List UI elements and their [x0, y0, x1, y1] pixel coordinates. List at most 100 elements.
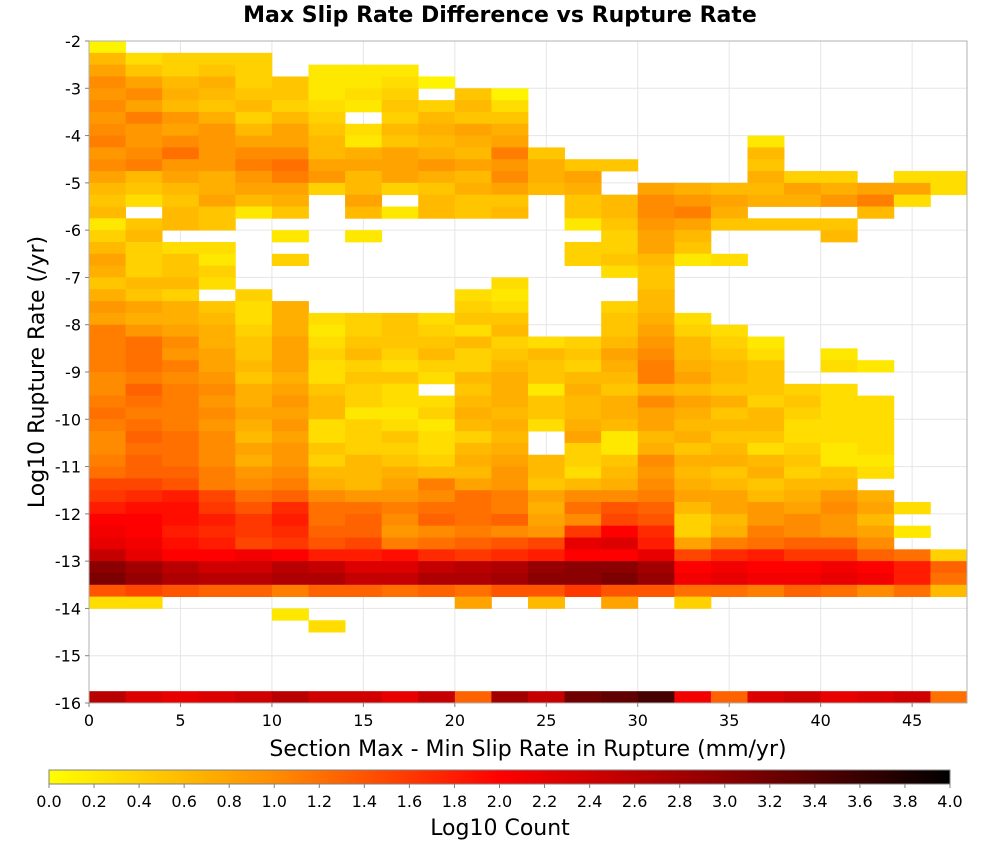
- heatmap-cell: [418, 513, 456, 527]
- colorbar-tick-label: 3.2: [757, 792, 782, 811]
- heatmap-cell: [235, 360, 273, 373]
- heatmap-cell: [528, 478, 565, 491]
- heatmap-cell: [491, 561, 529, 574]
- heatmap-cell: [674, 407, 712, 420]
- heatmap-cell: [418, 336, 456, 349]
- heatmap-cell: [271, 454, 309, 467]
- heatmap-cell: [198, 64, 236, 77]
- heatmap-cell: [491, 135, 529, 148]
- heatmap-cell: [198, 537, 236, 550]
- heatmap-cell: [162, 490, 200, 503]
- heatmap-cell: [601, 442, 639, 456]
- heatmap-cell: [89, 52, 126, 66]
- heatmap-cell: [125, 64, 163, 77]
- heatmap-cell: [271, 549, 309, 562]
- heatmap-cell: [601, 312, 639, 326]
- heatmap-cell: [345, 490, 383, 503]
- heatmap-cell: [235, 431, 273, 444]
- heatmap-cell: [564, 194, 602, 207]
- heatmap-cell: [125, 572, 163, 586]
- heatmap-cell: [637, 431, 675, 444]
- heatmap-cell: [601, 395, 639, 408]
- heatmap-cell: [198, 584, 236, 598]
- heatmap-cell: [235, 312, 273, 326]
- heatmap-cell: [637, 454, 675, 467]
- heatmap-cell: [564, 159, 602, 172]
- heatmap-cell: [308, 360, 346, 373]
- heatmap-cell: [820, 466, 858, 479]
- heatmap-cell: [564, 549, 602, 562]
- heatmap-cell: [637, 348, 675, 361]
- heatmap-cell: [125, 182, 163, 196]
- colorbar-tick-label: 3.8: [892, 792, 917, 811]
- heatmap-cell: [601, 466, 639, 479]
- heatmap-cell: [893, 584, 931, 598]
- heatmap-cell: [381, 360, 419, 373]
- heatmap-cell: [89, 289, 126, 302]
- heatmap-cell: [345, 336, 383, 349]
- heatmap-cell: [381, 454, 419, 467]
- heatmap-cell: [491, 537, 529, 550]
- heatmap-cell: [564, 360, 602, 373]
- heatmap-cell: [89, 182, 126, 196]
- heatmap-cell: [235, 466, 273, 479]
- heatmap-cell: [198, 206, 236, 219]
- heatmap-cell: [89, 324, 126, 337]
- heatmap-cell: [893, 691, 931, 704]
- heatmap-cell: [857, 206, 895, 219]
- heatmap-cell: [125, 76, 163, 89]
- heatmap-cell: [820, 360, 858, 373]
- heatmap-cell: [491, 395, 529, 408]
- heatmap-cell: [491, 324, 529, 337]
- heatmap-cell: [674, 596, 712, 609]
- heatmap-cell: [454, 324, 492, 337]
- heatmap-cell: [820, 584, 858, 598]
- heatmap-cell: [784, 490, 822, 503]
- heatmap-cell: [454, 431, 492, 444]
- heatmap-cell: [784, 407, 822, 420]
- heatmap-cell: [857, 513, 895, 527]
- heatmap-cell: [381, 513, 419, 527]
- heatmap-cell: [162, 182, 200, 196]
- heatmap-cell: [418, 324, 456, 337]
- heatmap-cell: [308, 64, 346, 77]
- heatmap-cell: [125, 171, 163, 184]
- heatmap-cell: [454, 289, 492, 302]
- heatmap-cell: [564, 691, 602, 704]
- heatmap-cell: [454, 336, 492, 349]
- heatmap-cell: [528, 525, 565, 538]
- heatmap-cell: [89, 218, 126, 231]
- heatmap-cell: [89, 76, 126, 89]
- heatmap-cell: [710, 561, 748, 574]
- heatmap-cell: [710, 324, 748, 337]
- heatmap-cell: [893, 572, 931, 586]
- heatmap-cell: [271, 608, 309, 621]
- heatmap-cell: [454, 490, 492, 503]
- heatmap-cell: [710, 348, 748, 361]
- heatmap-cell: [235, 135, 273, 148]
- heatmap-cell: [710, 525, 748, 538]
- heatmap-cell: [198, 88, 236, 101]
- colorbar-tick-label: 1.0: [262, 792, 287, 811]
- heatmap-cell: [564, 383, 602, 397]
- heatmap-cell: [125, 218, 163, 231]
- heatmap-cell: [89, 171, 126, 184]
- heatmap-cell: [637, 466, 675, 479]
- heatmap-cell: [89, 383, 126, 397]
- heatmap-cell: [674, 478, 712, 491]
- heatmap-cell: [308, 171, 346, 184]
- heatmap-cell: [271, 230, 309, 243]
- heatmap-cell: [528, 513, 565, 527]
- heatmap-cell: [454, 135, 492, 148]
- heatmap-cell: [528, 584, 565, 598]
- heatmap-cell: [893, 525, 931, 538]
- heatmap-cell: [308, 549, 346, 562]
- heatmap-cell: [674, 537, 712, 550]
- heatmap-cell: [198, 277, 236, 290]
- heatmap-cell: [528, 395, 565, 408]
- heatmap-cell: [308, 372, 346, 385]
- heatmap-cell: [162, 383, 200, 397]
- heatmap-cell: [601, 253, 639, 267]
- heatmap-cell: [381, 525, 419, 538]
- heatmap-cell: [418, 454, 456, 467]
